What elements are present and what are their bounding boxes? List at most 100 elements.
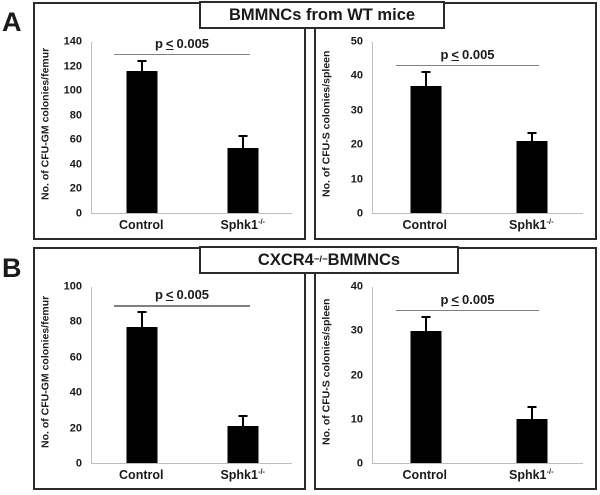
y-tick-label: 50 [350,35,363,48]
error-bar-whisker [242,417,244,427]
y-axis-tick-labels: 50 40 30 20 10 0 [332,36,366,219]
error-bar-cap [527,132,537,135]
p-value-relation: < [451,46,459,62]
error-bar-whisker [530,134,533,142]
y-tick-label: 40 [69,158,82,171]
y-tick-label: 100 [63,280,82,293]
x-label-superscript: -/- [257,216,266,226]
bar-control [410,86,441,213]
y-tick-label: 0 [356,207,363,220]
error-bar-cap [238,135,248,138]
bar-sphk1 [516,141,548,213]
x-axis-labels: Control Sphk1-/- [372,214,583,238]
plot-area: p <0.005 [372,42,583,214]
p-value-rhs: 0.005 [462,291,495,307]
x-label-sphk1: Sphk1-/- [220,216,266,232]
error-bar-whisker [424,72,427,87]
y-tick-label: 10 [350,413,363,426]
p-value-rhs: 0.005 [176,287,210,303]
significance-line [114,305,250,307]
p-value-lhs: p [440,291,449,307]
y-axis-tick-labels: 140 120 100 80 60 40 20 0 [51,36,85,219]
bar-sphk1 [227,148,259,213]
error-bar-whisker [424,317,427,331]
y-tick-label: 20 [350,138,363,151]
chart-cxcr4-cfu-s: No. of CFU-S colonies/spleen 40 30 20 10 0 p <0… [314,247,597,490]
x-label-control: Control [402,218,447,232]
x-label-superscript: -/- [546,466,554,476]
bar-control [410,331,441,463]
significance-line [396,309,539,312]
panel-b-title: CXCR4 −/− BMMNCs [199,246,459,274]
plot-area: p <0.005 [91,287,292,464]
significance-line [396,64,539,67]
panel-b-label: B [2,253,22,283]
y-tick-label: 20 [350,369,363,381]
x-label-sphk1: Sphk1-/- [508,216,554,232]
y-axis-tick-labels: 100 80 60 40 20 0 [51,281,85,469]
y-tick-label: 60 [69,351,82,364]
y-tick-label: 40 [69,386,82,399]
panel-a-title-text: BMMNCs from WT mice [228,5,416,24]
y-tick-label: 30 [350,104,363,117]
x-axis-labels: Control Sphk1-/- [91,214,292,238]
p-value-rhs: 0.005 [462,46,495,62]
bar-control [126,71,158,213]
bar-sphk1 [227,426,259,463]
p-value-lhs: p [440,46,449,62]
p-value-lhs: p [154,35,163,51]
x-axis-labels: Control Sphk1-/- [372,464,583,488]
y-tick-label: 20 [69,182,82,195]
plot-area: p <0.005 [372,287,583,464]
y-tick-label: 80 [69,109,82,122]
error-bar-whisker [141,61,143,72]
y-tick-label: 0 [75,457,82,470]
error-bar-cap [137,59,147,62]
error-bar-cap [421,70,430,73]
y-tick-label: 0 [356,457,363,470]
x-axis-labels: Control Sphk1-/- [91,464,292,488]
error-bar-cap [137,311,147,314]
error-bar-whisker [141,313,143,328]
x-label-control: Control [402,468,447,482]
p-value-rhs: 0.005 [176,35,210,51]
p-value-label: p <0.005 [396,47,539,62]
y-tick-label: 140 [63,35,82,48]
x-label-sphk1: Sphk1-/- [508,466,554,482]
error-bar-cap [238,415,248,418]
chart-wt-cfu-s: No. of CFU-S colonies/spleen 50 40 30 20 10 0 p… [314,2,597,240]
y-tick-label: 100 [63,84,82,97]
error-bar-whisker [530,408,533,419]
p-value-label: p <0.005 [114,36,250,51]
p-value-relation: < [165,287,174,303]
error-bar-cap [421,315,430,318]
y-tick-label: 80 [69,315,82,328]
panel-a-label: A [2,7,22,37]
p-value-lhs: p [154,287,163,303]
p-value-label: p <0.005 [396,292,539,307]
y-tick-label: 40 [350,280,363,293]
panel-b-title-suffix: BMMNCs [327,250,401,269]
y-tick-label: 120 [63,60,82,73]
plot-area: p <0.005 [91,36,292,214]
error-bar-cap [527,406,537,408]
x-label-control: Control [119,218,164,232]
significance-line [114,53,250,56]
y-tick-label: 40 [350,69,363,82]
p-value-relation: < [165,35,174,51]
chart-cxcr4-cfu-gm: No. of CFU-GM colonies/femur 100 80 60 40 20 0… [33,247,306,490]
p-value-label: p <0.005 [114,287,250,302]
y-tick-label: 30 [350,324,363,337]
x-label-sphk1: Sphk1-/- [220,466,266,482]
bar-sphk1 [516,419,548,463]
y-tick-label: 20 [69,422,82,435]
x-label-superscript: -/- [257,466,266,476]
p-value-relation: < [451,291,459,307]
y-axis-tick-labels: 40 30 20 10 0 [332,281,366,469]
y-tick-label: 10 [350,173,363,186]
y-tick-label: 60 [69,133,82,146]
panel-a-title: BMMNCs from WT mice [199,1,445,29]
error-bar-whisker [242,137,244,149]
x-label-control: Control [119,468,164,482]
panel-b-title-text: CXCR4 [257,250,314,269]
